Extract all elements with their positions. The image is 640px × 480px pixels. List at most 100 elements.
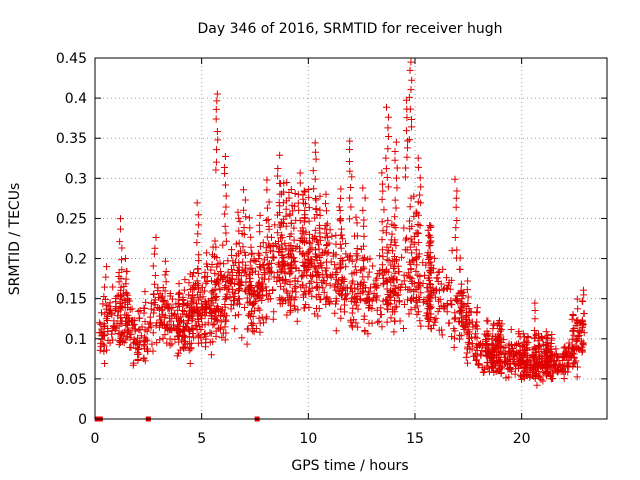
data-point [349, 288, 357, 296]
data-point [315, 254, 323, 262]
data-point [408, 115, 416, 123]
data-point [464, 311, 472, 319]
data-point [408, 275, 416, 283]
data-point [536, 373, 544, 381]
data-point [400, 277, 408, 285]
data-point [425, 267, 433, 275]
data-point [464, 339, 472, 347]
data-point [353, 232, 361, 240]
data-point [426, 221, 434, 229]
data-point [451, 175, 459, 183]
y-tick-label: 0.1 [65, 332, 87, 348]
data-point [321, 234, 329, 242]
data-point [351, 284, 359, 292]
data-point [166, 335, 174, 343]
data-point [347, 203, 355, 211]
data-point [453, 254, 461, 262]
data-point [312, 196, 320, 204]
data-point [406, 203, 414, 211]
data-point [391, 236, 399, 244]
data-point [373, 296, 381, 304]
data-point [368, 297, 376, 305]
data-point [243, 294, 251, 302]
data-point [323, 220, 331, 228]
data-point [391, 303, 399, 311]
data-point [382, 266, 390, 274]
data-point [392, 204, 400, 212]
data-point [226, 271, 234, 279]
data-point [263, 176, 271, 184]
data-point [198, 315, 206, 323]
y-axis-label: SRMTID / TECUs [7, 183, 23, 296]
data-point [256, 306, 264, 314]
data-point [254, 282, 262, 290]
data-point [352, 268, 360, 276]
data-point [175, 295, 183, 303]
data-point [269, 286, 277, 294]
data-point [216, 267, 224, 275]
data-point [515, 355, 523, 363]
data-point [391, 296, 399, 304]
data-point [348, 309, 356, 317]
data-point [556, 363, 564, 371]
data-point [117, 334, 125, 342]
data-point [395, 283, 403, 291]
data-point [146, 319, 154, 327]
data-point [424, 322, 432, 330]
data-point [183, 320, 191, 328]
data-point [238, 334, 246, 342]
data-point [359, 288, 367, 296]
data-point [580, 329, 588, 337]
data-point [230, 261, 238, 269]
data-point [415, 239, 423, 247]
data-point [265, 225, 273, 233]
data-point [457, 280, 465, 288]
data-point [254, 270, 262, 278]
data-point [530, 343, 538, 351]
data-point [263, 186, 271, 194]
data-point [295, 206, 303, 214]
data-point [212, 327, 220, 335]
data-point [346, 215, 354, 223]
data-point [175, 328, 183, 336]
data-point [270, 308, 278, 316]
data-point [347, 316, 355, 324]
data-point [464, 299, 472, 307]
data-point [404, 144, 412, 152]
data-point [116, 330, 124, 338]
data-point [424, 226, 432, 234]
data-point [221, 170, 229, 178]
data-point [312, 205, 320, 213]
data-point [213, 146, 221, 154]
data-point [347, 297, 355, 305]
data-point [185, 279, 193, 287]
data-point [234, 287, 242, 295]
data-point [304, 255, 312, 263]
data-point [407, 58, 415, 66]
data-point [557, 368, 565, 376]
data-point [384, 145, 392, 153]
data-point [101, 295, 109, 303]
data-point [232, 240, 240, 248]
data-point [389, 264, 397, 272]
data-point [410, 240, 418, 248]
data-point [293, 317, 301, 325]
data-point [341, 308, 349, 316]
data-point [116, 215, 124, 223]
data-point [425, 239, 433, 247]
data-point [427, 222, 435, 230]
data-point [137, 332, 145, 340]
data-point [163, 301, 171, 309]
data-point [222, 237, 230, 245]
data-point [416, 222, 424, 230]
data-point [321, 248, 329, 256]
data-point [446, 285, 454, 293]
data-point [333, 268, 341, 276]
data-point [417, 322, 425, 330]
data-point [389, 276, 397, 284]
data-point [175, 316, 183, 324]
data-point [185, 346, 193, 354]
data-point [128, 324, 136, 332]
data-point [152, 322, 160, 330]
data-point [201, 329, 209, 337]
